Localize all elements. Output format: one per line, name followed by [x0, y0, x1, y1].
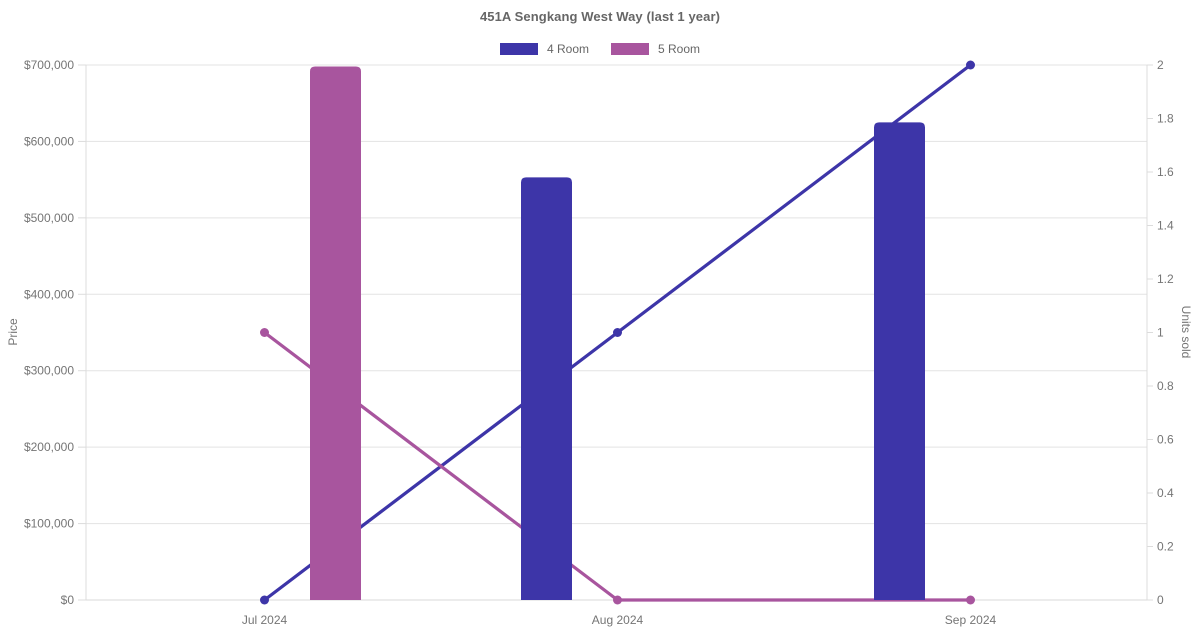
x-tick-label: Aug 2024: [592, 613, 644, 627]
y-left-tick-label: $400,000: [24, 287, 74, 301]
legend-item-4-room[interactable]: 4 Room: [499, 42, 589, 56]
y-right-tick-label: 0.4: [1157, 486, 1174, 500]
y-right-tick-label: 0.2: [1157, 540, 1174, 554]
y-right-tick-label: 1.8: [1157, 112, 1174, 126]
legend-label: 5 Room: [658, 42, 701, 56]
y-right-tick-label: 0: [1157, 593, 1164, 607]
y-right-tick-label: 1.4: [1157, 219, 1174, 233]
legend: 4 Room 5 Room: [0, 42, 1200, 56]
y-right-tick-label: 1.6: [1157, 165, 1174, 179]
y-left-tick-label: $600,000: [24, 134, 74, 148]
x-tick-label: Sep 2024: [945, 613, 997, 627]
point-5-room-jul-2024: [260, 328, 269, 337]
y-left-tick-label: $100,000: [24, 517, 74, 531]
y-left-tick-label: $0: [61, 593, 75, 607]
y-left-tick-label: $300,000: [24, 364, 74, 378]
line-series-5-room: [262, 330, 973, 602]
point-4-room-sep-2024: [966, 60, 975, 70]
point-5-room-sep-2024: [966, 595, 975, 605]
y-right-tick-label: 1: [1157, 326, 1164, 340]
y-left-tick-label: $500,000: [24, 211, 74, 225]
point-4-room-jul-2024: [260, 595, 269, 605]
legend-swatch-5-room: [611, 43, 649, 55]
legend-item-5-room[interactable]: 5 Room: [611, 42, 700, 56]
y-left-tick-label: $200,000: [24, 440, 74, 454]
chart-title: 451A Sengkang West Way (last 1 year): [479, 9, 721, 24]
x-tick-label: Jul 2024: [242, 613, 288, 627]
y-left-tick-label: $700,000: [24, 58, 74, 72]
legend-swatch-4-room: [499, 43, 538, 55]
y-right-tick-label: 1.2: [1157, 272, 1174, 286]
y-right-tick-label: 2: [1157, 58, 1164, 72]
y-right-tick-label: 0.8: [1157, 379, 1174, 393]
bar-5-room-jul-2024: [310, 66, 361, 601]
y-right-tick-label: 0.6: [1157, 433, 1174, 447]
bar-4-room-aug-2024: [521, 177, 572, 600]
bar-4-room-sep-2024: [874, 122, 925, 601]
legend-label: 4 Room: [546, 42, 589, 56]
point-4-room-aug-2024: [613, 328, 622, 337]
point-5-room-aug-2024: [613, 595, 622, 605]
